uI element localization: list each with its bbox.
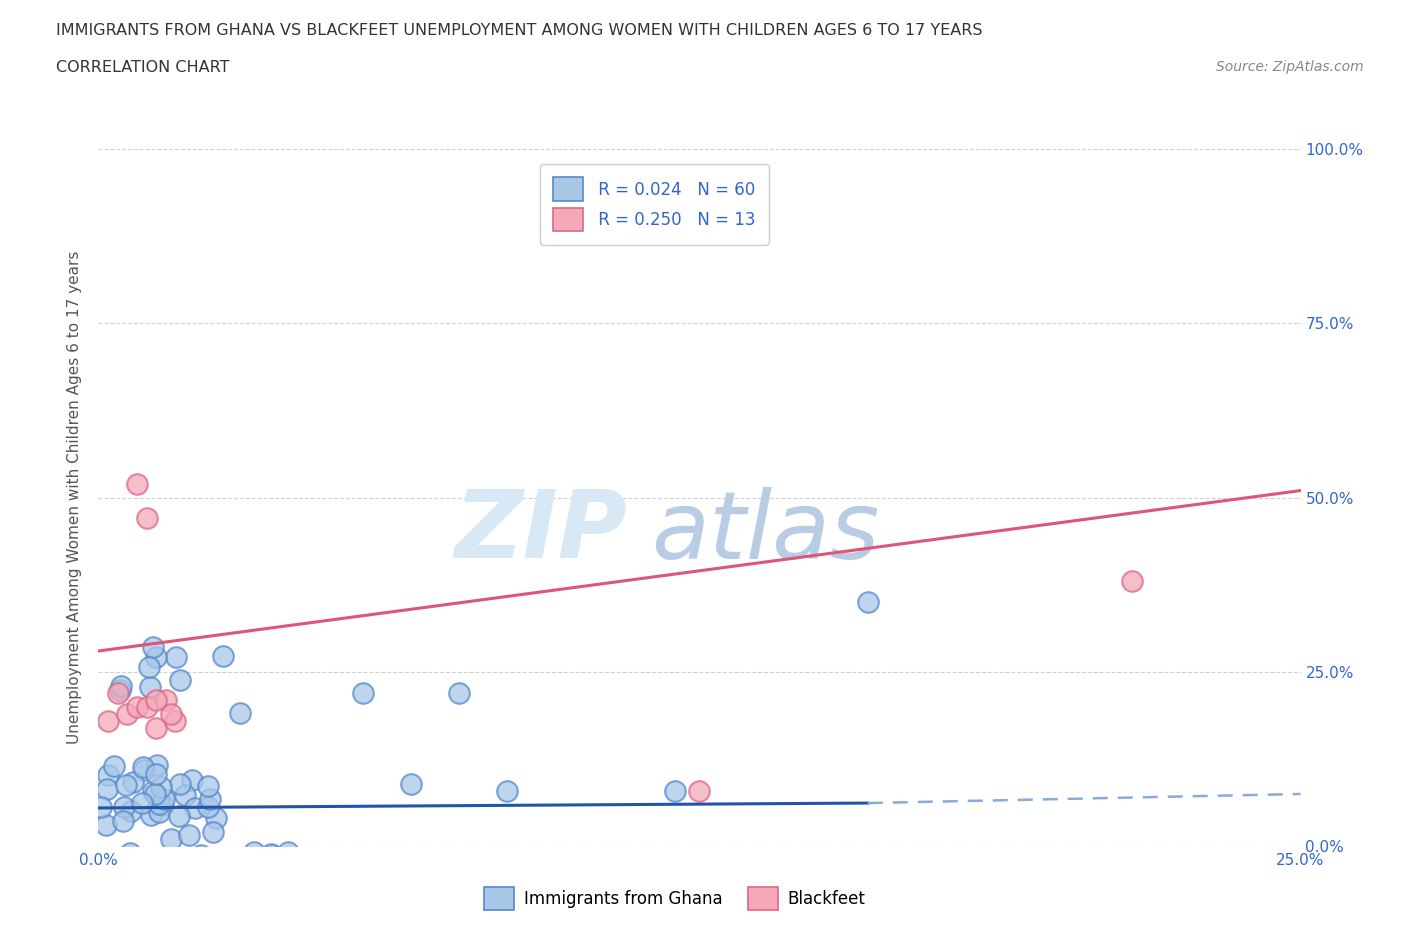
Point bbox=[97, 767, 120, 782]
Point bbox=[146, 758, 169, 773]
Point bbox=[148, 797, 170, 812]
Point bbox=[148, 804, 170, 819]
Point bbox=[145, 650, 167, 665]
Point bbox=[125, 699, 148, 714]
Point bbox=[145, 692, 167, 708]
Point bbox=[139, 680, 162, 695]
Point bbox=[117, 707, 139, 722]
Point bbox=[165, 650, 187, 665]
Point bbox=[167, 808, 190, 823]
Text: IMMIGRANTS FROM GHANA VS BLACKFEET UNEMPLOYMENT AMONG WOMEN WITH CHILDREN AGES 6: IMMIGRANTS FROM GHANA VS BLACKFEET UNEMP… bbox=[56, 23, 983, 38]
Point bbox=[90, 800, 112, 815]
Text: atlas: atlas bbox=[651, 487, 880, 578]
Point bbox=[132, 760, 155, 775]
Point bbox=[174, 788, 197, 803]
Point bbox=[1121, 574, 1143, 589]
Point bbox=[152, 797, 174, 812]
Point bbox=[856, 595, 879, 610]
Point bbox=[181, 773, 204, 788]
Point bbox=[352, 685, 374, 700]
Point bbox=[212, 648, 235, 663]
Point bbox=[110, 679, 132, 694]
Point bbox=[205, 811, 228, 826]
Point bbox=[96, 781, 118, 796]
Point bbox=[135, 512, 157, 526]
Point bbox=[291, 856, 314, 870]
Point bbox=[190, 848, 212, 863]
Point bbox=[184, 800, 207, 815]
Point bbox=[260, 847, 283, 862]
Point bbox=[200, 791, 222, 806]
Point bbox=[197, 778, 219, 793]
Point bbox=[131, 796, 153, 811]
Point bbox=[134, 763, 156, 777]
Point bbox=[96, 851, 118, 866]
Text: Source: ZipAtlas.com: Source: ZipAtlas.com bbox=[1216, 60, 1364, 74]
Point bbox=[145, 767, 167, 782]
Point bbox=[165, 713, 187, 728]
Point bbox=[399, 776, 422, 790]
Point bbox=[103, 759, 125, 774]
Text: ZIP: ZIP bbox=[454, 486, 627, 578]
Point bbox=[115, 777, 138, 792]
Point bbox=[135, 699, 157, 714]
Legend: Immigrants from Ghana, Blackfeet: Immigrants from Ghana, Blackfeet bbox=[478, 880, 872, 917]
Point bbox=[155, 692, 177, 708]
Point bbox=[125, 476, 148, 491]
Text: CORRELATION CHART: CORRELATION CHART bbox=[56, 60, 229, 75]
Point bbox=[110, 683, 132, 698]
Point bbox=[120, 804, 142, 818]
Point bbox=[138, 659, 160, 674]
Legend:  R = 0.024   N = 60,  R = 0.250   N = 13: R = 0.024 N = 60, R = 0.250 N = 13 bbox=[540, 164, 769, 245]
Point bbox=[97, 713, 120, 728]
Point bbox=[107, 685, 129, 700]
Point bbox=[447, 685, 470, 700]
Point bbox=[112, 814, 135, 829]
Point bbox=[177, 828, 200, 843]
Point bbox=[689, 783, 711, 798]
Point bbox=[159, 707, 181, 722]
Point bbox=[139, 808, 162, 823]
Point bbox=[229, 705, 252, 720]
Point bbox=[120, 845, 142, 860]
Point bbox=[96, 818, 118, 833]
Point bbox=[153, 791, 176, 806]
Point bbox=[496, 783, 519, 798]
Point bbox=[260, 846, 283, 861]
Point bbox=[150, 779, 173, 794]
Y-axis label: Unemployment Among Women with Children Ages 6 to 17 years: Unemployment Among Women with Children A… bbox=[67, 251, 83, 744]
Point bbox=[143, 787, 166, 802]
Point bbox=[142, 783, 165, 798]
Point bbox=[169, 673, 191, 688]
Point bbox=[159, 831, 181, 846]
Point bbox=[197, 800, 219, 815]
Point bbox=[122, 775, 145, 790]
Point bbox=[201, 825, 224, 840]
Point bbox=[242, 844, 264, 859]
Point bbox=[145, 721, 167, 736]
Point bbox=[142, 640, 165, 655]
Point bbox=[664, 783, 686, 798]
Point bbox=[277, 845, 299, 860]
Point bbox=[112, 799, 135, 814]
Point bbox=[148, 850, 170, 865]
Point bbox=[169, 777, 191, 791]
